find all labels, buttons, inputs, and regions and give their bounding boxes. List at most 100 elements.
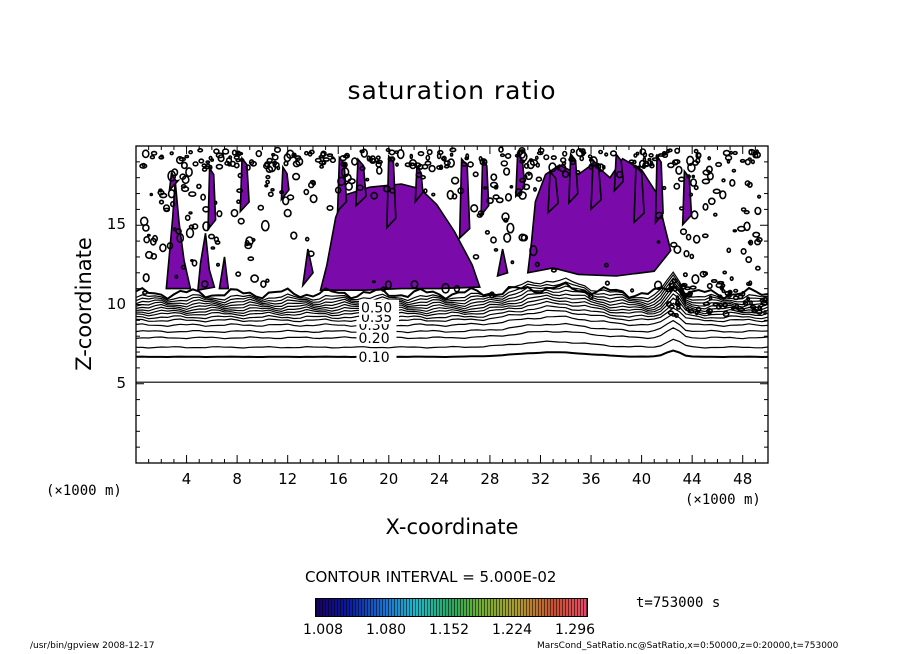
contour-blob-top xyxy=(322,157,330,162)
contour-blob xyxy=(603,262,609,268)
contour-blob xyxy=(636,165,641,170)
contour-blob-top xyxy=(425,154,431,161)
contour-blob xyxy=(673,245,682,254)
contour-blob-top xyxy=(205,160,211,164)
shaded-streak-4 xyxy=(336,155,348,214)
contour-blob xyxy=(472,171,479,178)
contour-blob xyxy=(441,282,450,294)
contour-blob-base xyxy=(725,293,732,298)
contour-blob-top xyxy=(329,157,337,164)
contour-blob-top xyxy=(215,163,224,170)
contour-blob xyxy=(260,280,267,288)
contour-blob xyxy=(149,237,157,246)
x-unit-label-right: (×1000 m) xyxy=(685,492,761,508)
contour-blob-top xyxy=(449,147,457,153)
contour-blob-top xyxy=(283,160,289,167)
contour-blob-base xyxy=(717,294,723,299)
contour-blob-top xyxy=(375,161,382,168)
contour-blob-top xyxy=(443,164,450,169)
contour-blob xyxy=(185,227,195,239)
contour-blob-top xyxy=(339,155,347,162)
x-axis-label: X-coordinate xyxy=(385,515,519,539)
contour-blob xyxy=(679,228,688,236)
contour-blob xyxy=(689,178,698,187)
contour-blob-base xyxy=(746,296,751,302)
contour-blob xyxy=(201,280,209,289)
contour-blob-base xyxy=(733,288,739,293)
contour-blob xyxy=(523,174,528,180)
contour-blob xyxy=(181,185,190,193)
contour-blob xyxy=(359,165,366,172)
contour-blob-top xyxy=(696,152,702,159)
contour-blob xyxy=(548,162,557,173)
contour-blob-top xyxy=(661,150,668,156)
contour-blob xyxy=(754,206,762,216)
contour-blob xyxy=(143,236,151,244)
contour-line-cloud-base xyxy=(135,281,769,301)
shaded-streak-15 xyxy=(633,164,645,225)
contour-blob-top xyxy=(391,156,395,163)
shaded-streak-14 xyxy=(613,152,625,193)
contour-label-bg xyxy=(358,299,399,315)
contour-blob xyxy=(740,247,747,255)
contour-blob xyxy=(191,259,198,267)
contour-blob-base xyxy=(737,307,746,313)
contour-blob-base xyxy=(746,281,751,287)
contour-blob-top xyxy=(169,151,174,156)
contour-blob xyxy=(494,184,499,189)
contour-blob xyxy=(722,270,728,275)
contour-line-upper-11 xyxy=(135,277,769,306)
contour-blob xyxy=(633,153,638,158)
contour-blob xyxy=(732,229,738,233)
contour-blob-top xyxy=(436,149,444,156)
contour-blob xyxy=(732,150,738,156)
contour-blob xyxy=(721,178,726,183)
contour-blob-top xyxy=(375,155,381,160)
contour-blob-base xyxy=(757,305,763,311)
contour-blob xyxy=(472,253,480,260)
x-unit-label-left: (×1000 m) xyxy=(46,483,122,499)
contour-blob xyxy=(556,166,561,171)
contour-blob-top xyxy=(483,159,488,166)
contour-blob xyxy=(167,170,177,182)
shaded-region-left-3 xyxy=(218,256,230,290)
contour-line-upper-7 xyxy=(135,293,769,315)
contour-blob-top xyxy=(231,149,237,156)
contour-blob-top xyxy=(647,157,652,162)
contour-blob xyxy=(692,234,701,244)
contour-blob-top xyxy=(188,150,194,155)
contour-blob-base xyxy=(689,285,697,290)
contour-blob xyxy=(265,278,270,283)
shaded-streak-11 xyxy=(547,169,560,215)
contour-blob xyxy=(501,212,510,222)
contour-blob-top xyxy=(578,148,584,153)
shaded-region-mid xyxy=(496,248,509,278)
contour-blob xyxy=(561,170,570,178)
contour-blob-top xyxy=(537,147,545,154)
contour-line-upper-1 xyxy=(135,327,769,340)
contour-blob xyxy=(208,233,216,240)
contour-blob xyxy=(527,171,531,176)
contour-blob xyxy=(237,172,243,179)
contour-blob-base xyxy=(672,285,678,292)
contour-blob xyxy=(255,150,263,158)
colorbar-tick-label: 1.080 xyxy=(365,622,407,638)
contour-blob xyxy=(629,288,635,293)
contour-blob xyxy=(180,161,188,170)
contour-blob xyxy=(702,202,709,211)
contour-line-upper-10 xyxy=(135,280,769,308)
contour-blob-top xyxy=(213,148,220,155)
contour-blob xyxy=(743,210,750,215)
contour-blob xyxy=(394,150,400,155)
contour-blob xyxy=(743,221,751,232)
contour-line-upper-4 xyxy=(135,307,769,323)
x-tick-label: 4 xyxy=(181,470,192,488)
contour-blob-top xyxy=(665,148,670,154)
contour-blob xyxy=(673,182,681,190)
contour-blob xyxy=(550,268,557,273)
contour-blob xyxy=(283,208,292,218)
contour-blob xyxy=(495,197,504,204)
contour-blob xyxy=(687,162,696,173)
contour-blob xyxy=(244,239,250,247)
contour-blob xyxy=(351,157,359,166)
